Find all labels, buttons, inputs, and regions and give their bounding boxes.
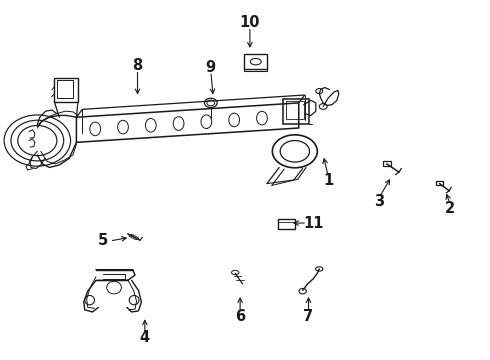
Text: 8: 8 <box>132 58 143 73</box>
Ellipse shape <box>299 288 306 294</box>
Ellipse shape <box>284 109 295 123</box>
Ellipse shape <box>272 135 318 168</box>
Bar <box>57 80 73 98</box>
Text: 4: 4 <box>140 330 150 345</box>
Bar <box>383 161 391 166</box>
Ellipse shape <box>146 118 156 132</box>
Ellipse shape <box>4 115 71 166</box>
Text: 11: 11 <box>303 216 324 230</box>
Text: 7: 7 <box>303 309 314 324</box>
Ellipse shape <box>11 120 64 161</box>
Ellipse shape <box>319 104 327 109</box>
Ellipse shape <box>173 117 184 130</box>
Text: 6: 6 <box>235 309 245 324</box>
Text: 5: 5 <box>98 234 108 248</box>
Bar <box>283 99 309 124</box>
Bar <box>278 220 295 229</box>
Ellipse shape <box>131 236 136 238</box>
Text: 1: 1 <box>323 172 333 188</box>
Bar <box>54 78 78 102</box>
Ellipse shape <box>90 122 100 136</box>
Bar <box>244 54 268 69</box>
Ellipse shape <box>85 296 95 305</box>
Ellipse shape <box>201 115 212 129</box>
Text: 9: 9 <box>206 59 216 75</box>
Ellipse shape <box>232 270 239 275</box>
Ellipse shape <box>257 111 268 125</box>
Ellipse shape <box>134 237 139 239</box>
Ellipse shape <box>207 100 215 106</box>
Ellipse shape <box>316 267 323 271</box>
Ellipse shape <box>129 296 139 305</box>
Ellipse shape <box>229 113 240 127</box>
Ellipse shape <box>316 89 323 94</box>
Text: 10: 10 <box>240 15 260 30</box>
Ellipse shape <box>129 234 134 237</box>
Ellipse shape <box>107 281 122 294</box>
Bar <box>286 101 304 119</box>
Ellipse shape <box>18 126 57 156</box>
Ellipse shape <box>204 98 217 108</box>
Bar <box>436 181 443 185</box>
Ellipse shape <box>280 140 310 162</box>
Text: 2: 2 <box>445 201 455 216</box>
Ellipse shape <box>250 58 261 65</box>
Ellipse shape <box>118 120 128 134</box>
Text: 3: 3 <box>374 194 385 209</box>
